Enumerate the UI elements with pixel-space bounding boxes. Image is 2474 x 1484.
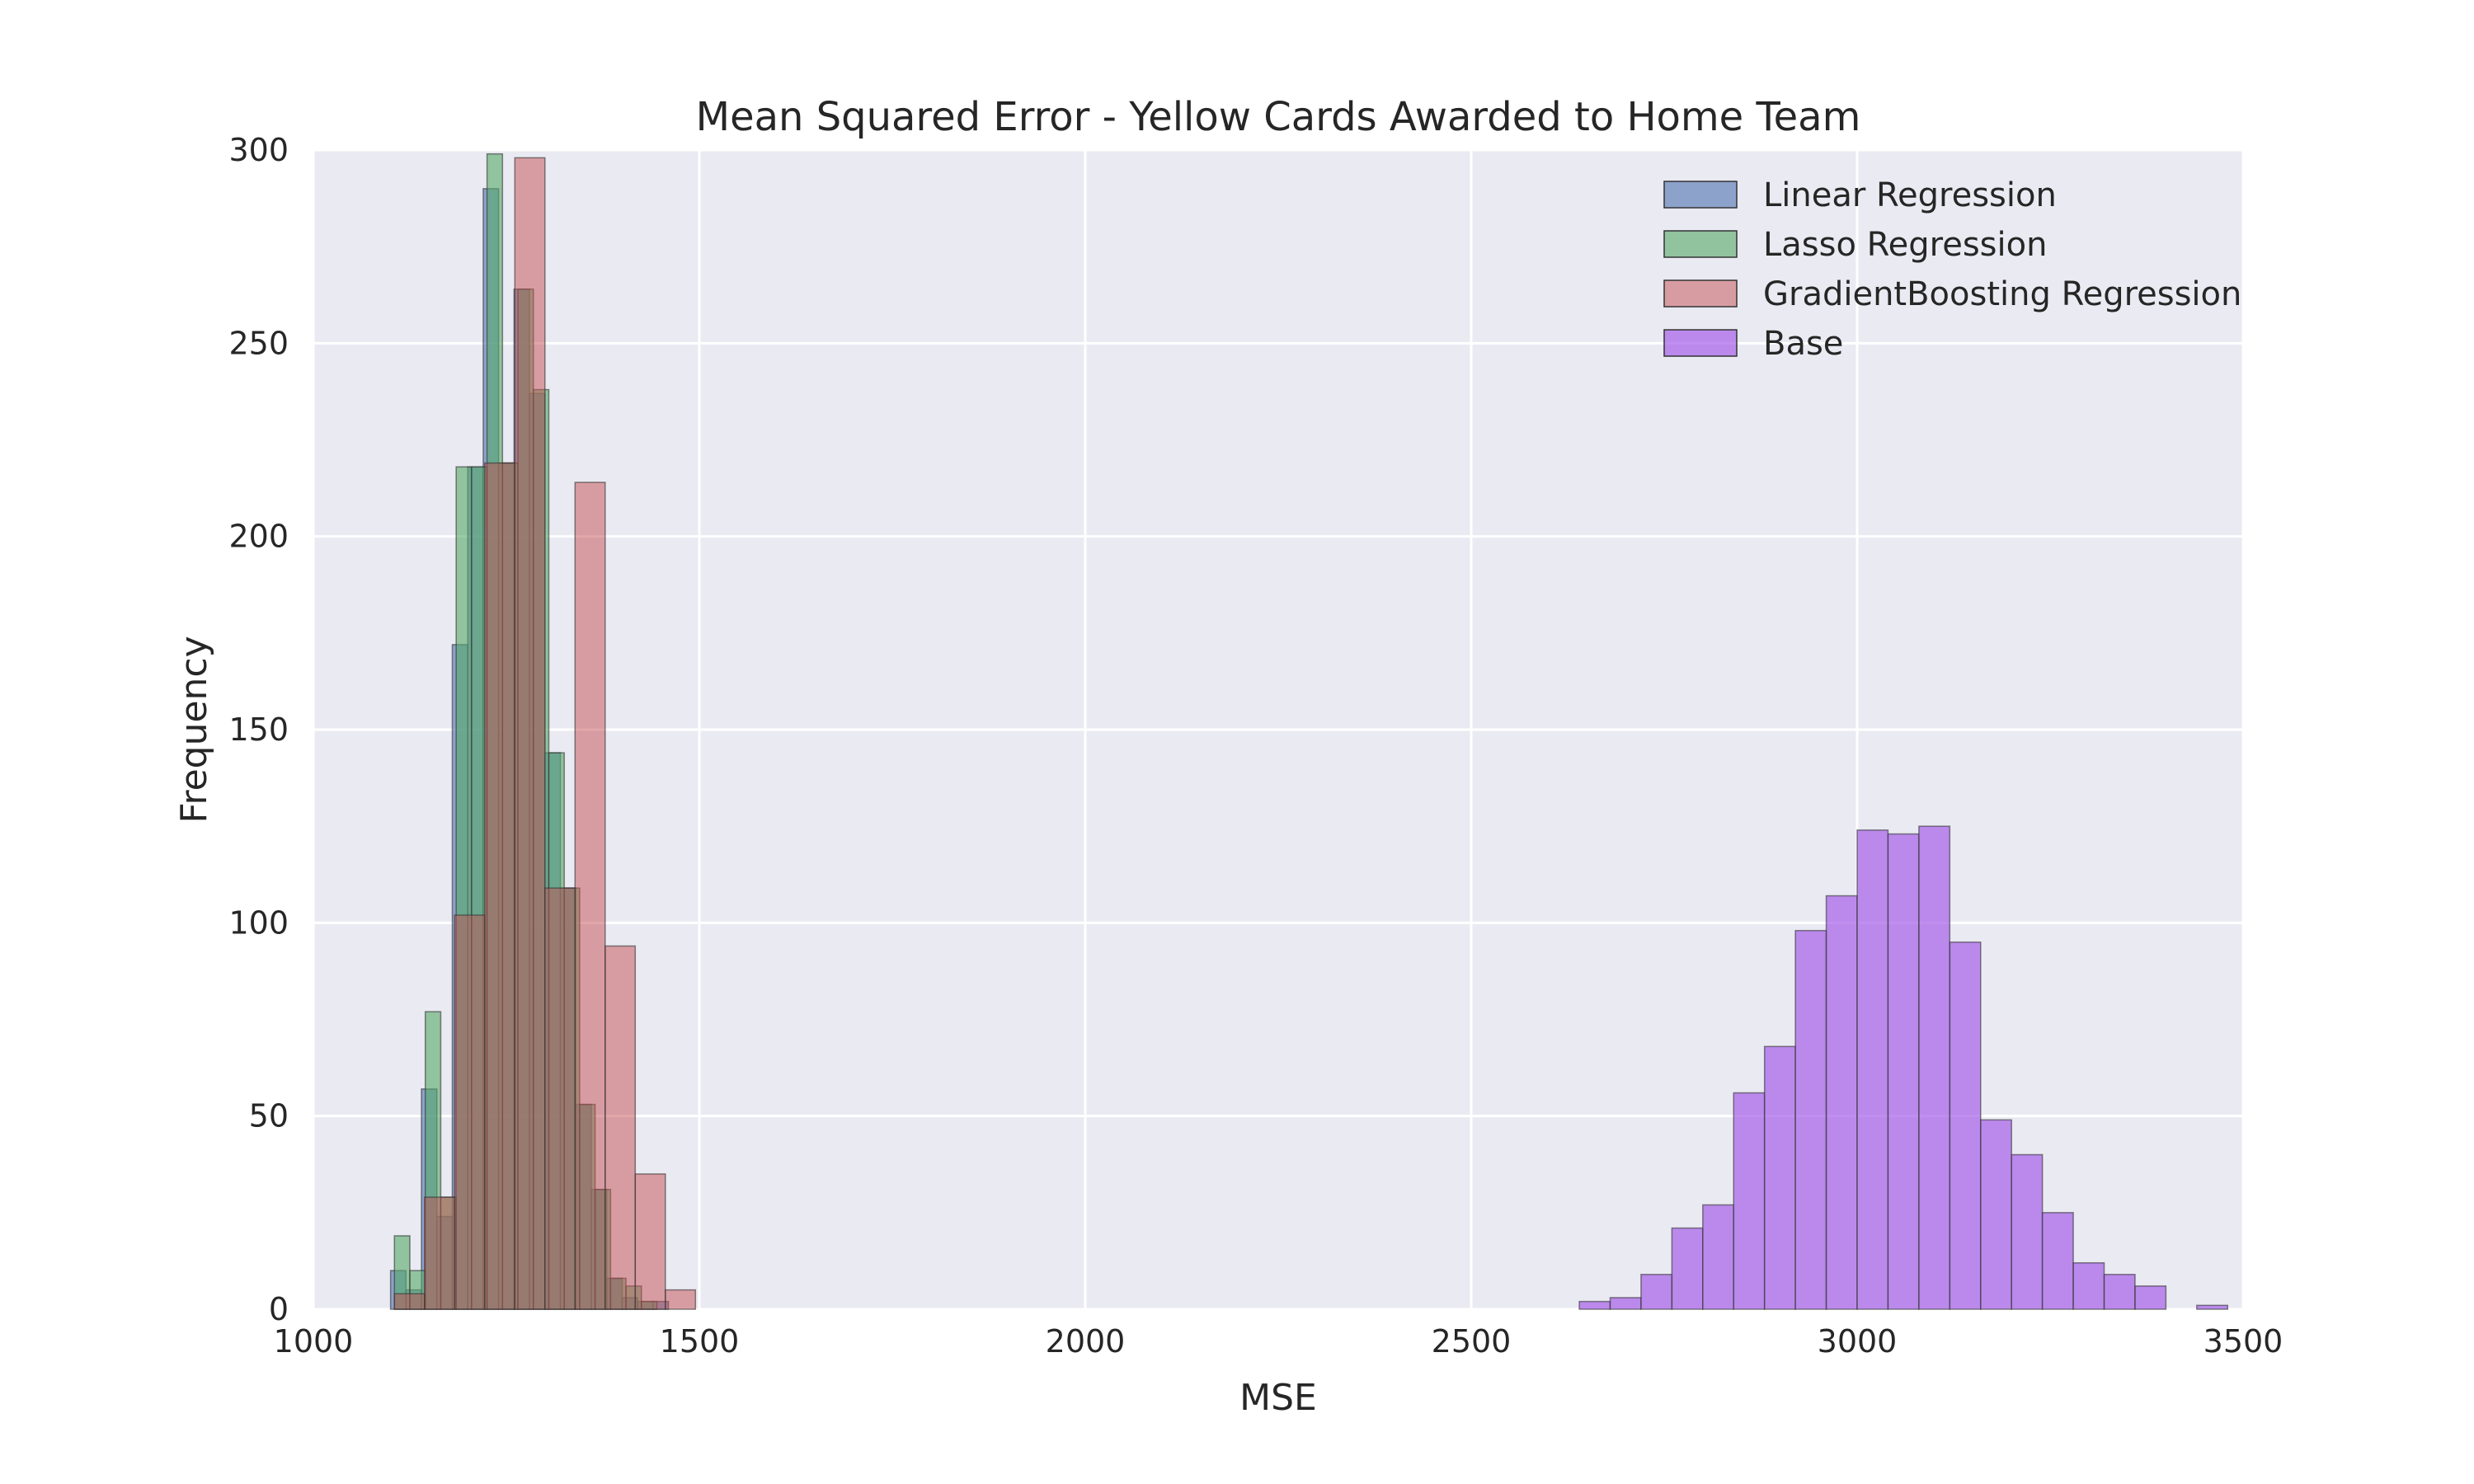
histogram-bar bbox=[544, 887, 576, 1310]
histogram-bar bbox=[1578, 1300, 1611, 1310]
series-base bbox=[1578, 825, 2229, 1310]
histogram-bar bbox=[2134, 1285, 2167, 1310]
legend-label-linear-regression: Linear Regression bbox=[1763, 176, 2057, 214]
y-tick-label: 50 bbox=[249, 1098, 289, 1134]
histogram-bar bbox=[604, 945, 637, 1310]
y-axis-label: Frequency bbox=[173, 636, 215, 823]
histogram-bar bbox=[1887, 833, 1920, 1310]
histogram-bar bbox=[634, 1173, 666, 1310]
y-tick-label: 300 bbox=[228, 132, 289, 168]
x-axis-label: MSE bbox=[1239, 1377, 1317, 1419]
y-tick-label: 100 bbox=[228, 904, 289, 941]
legend-swatch-gradientboosting-regression bbox=[1663, 279, 1738, 308]
y-tick-label: 0 bbox=[269, 1291, 289, 1327]
chart-title: Mean Squared Error - Yellow Cards Awarde… bbox=[696, 94, 1861, 140]
y-tick-label: 200 bbox=[228, 519, 289, 555]
legend-swatch-linear-regression bbox=[1663, 181, 1738, 209]
x-tick-label: 2000 bbox=[1046, 1323, 1126, 1360]
x-tick-label: 1500 bbox=[660, 1323, 740, 1360]
legend-label-gradientboosting-regression: GradientBoosting Regression bbox=[1763, 275, 2241, 313]
histogram-bar bbox=[1794, 929, 1827, 1310]
legend-label-base: Base bbox=[1763, 325, 1843, 363]
legend-swatch-lasso-regression bbox=[1663, 230, 1738, 258]
y-tick-labels: 0 50 100 150 200 250 300 bbox=[228, 132, 289, 1327]
y-tick-label: 150 bbox=[228, 711, 289, 748]
histogram-bar bbox=[1949, 942, 1982, 1310]
legend-label-lasso-regression: Lasso Regression bbox=[1763, 226, 2047, 264]
histogram-bar bbox=[1702, 1204, 1734, 1310]
histogram-bar bbox=[1671, 1227, 1704, 1310]
x-tick-label: 3500 bbox=[2204, 1323, 2284, 1360]
histogram-bar bbox=[514, 157, 546, 1310]
histogram-bar bbox=[1640, 1274, 1673, 1310]
histogram-bar bbox=[1856, 829, 1889, 1310]
histogram-bar bbox=[393, 1293, 426, 1310]
x-tick-label: 2500 bbox=[1432, 1323, 1512, 1360]
histogram-bars bbox=[389, 153, 2229, 1310]
histogram-bar bbox=[1733, 1092, 1766, 1310]
y-tick-label: 250 bbox=[228, 325, 289, 361]
histogram-bar bbox=[1763, 1045, 1796, 1310]
histogram-bar bbox=[454, 914, 486, 1310]
histogram-bar bbox=[1980, 1119, 2012, 1310]
legend: Linear Regression Lasso Regression Gradi… bbox=[1663, 176, 2241, 363]
x-tick-labels: 1000 1500 2000 2500 3000 3500 bbox=[274, 1323, 2284, 1360]
histogram-bar bbox=[1609, 1297, 1642, 1310]
histogram-bar bbox=[1918, 825, 1951, 1310]
histogram-bar bbox=[2196, 1304, 2229, 1310]
histogram-bar bbox=[484, 462, 516, 1310]
histogram-bar bbox=[424, 1196, 456, 1310]
histogram-bar bbox=[1825, 895, 1858, 1310]
histogram-bar bbox=[2041, 1212, 2074, 1310]
x-tick-label: 1000 bbox=[274, 1323, 354, 1360]
histogram-bar bbox=[665, 1289, 697, 1310]
histogram-bar bbox=[2011, 1153, 2044, 1310]
x-tick-label: 3000 bbox=[1818, 1323, 1898, 1360]
histogram-bar bbox=[2072, 1262, 2105, 1310]
histogram-bar bbox=[574, 481, 606, 1310]
histogram-bar bbox=[2103, 1274, 2136, 1310]
legend-swatch-base bbox=[1663, 329, 1738, 357]
series-gradientboosting-regression bbox=[393, 157, 697, 1310]
